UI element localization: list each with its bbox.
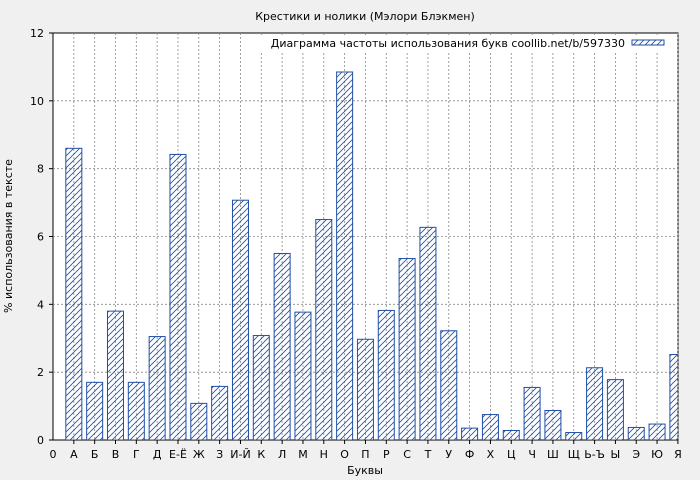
- bar-24: [544, 409, 562, 440]
- y-tick-label: 2: [37, 366, 44, 379]
- x-tick-label: Х: [487, 448, 495, 461]
- x-tick-label: Ь-Ъ: [584, 448, 605, 461]
- x-tick-label: М: [298, 448, 308, 461]
- bar-21: [481, 414, 499, 440]
- y-tick-label: 12: [30, 27, 44, 40]
- x-tick-label: Д: [153, 448, 162, 461]
- legend-label: Диаграмма частоты использования букв coo…: [271, 37, 625, 50]
- x-tick-label: Л: [278, 448, 286, 461]
- bar-7: [190, 402, 208, 440]
- x-tick-label: Ц: [507, 448, 516, 461]
- x-tick-label: Ж: [193, 448, 205, 461]
- bar-10: [252, 335, 270, 440]
- x-tick-label: А: [70, 448, 78, 461]
- bar-27: [606, 379, 624, 440]
- x-tick-label: Н: [320, 448, 328, 461]
- x-tick-label: В: [112, 448, 120, 461]
- bar-1: [65, 147, 83, 440]
- y-axis-label: % использования в тексте: [2, 159, 15, 313]
- x-tick-label: Б: [91, 448, 99, 461]
- y-tick-label: 6: [37, 231, 44, 244]
- y-tick-label: 8: [37, 163, 44, 176]
- x-tick-label: Е-Ё: [169, 448, 187, 461]
- x-axis-label: Буквы: [347, 464, 383, 477]
- bar-29: [648, 423, 666, 440]
- bar-15: [356, 338, 374, 440]
- bar-12: [294, 311, 312, 440]
- bar-9: [231, 199, 249, 440]
- x-tick-label: Ч: [528, 448, 536, 461]
- x-tick-label: Т: [424, 448, 432, 461]
- bars: [65, 71, 678, 440]
- y-tick-label: 0: [37, 434, 44, 447]
- x-tick-label: И-Й: [230, 448, 250, 461]
- bar-19: [440, 330, 458, 440]
- bar-30: [669, 354, 678, 440]
- x-tick-label: Ю: [651, 448, 663, 461]
- x-tick-label: Ф: [465, 448, 474, 461]
- x-tick-label: У: [445, 448, 452, 461]
- x-tick-label: Р: [383, 448, 390, 461]
- bar-4: [127, 381, 145, 440]
- bar-18: [419, 226, 437, 440]
- bar-17: [398, 258, 416, 440]
- bar-26: [586, 367, 604, 440]
- legend-background: [242, 35, 674, 51]
- bar-14: [336, 71, 354, 440]
- x-tick-label: Ш: [547, 448, 559, 461]
- legend: Диаграмма частоты использования букв coo…: [242, 35, 674, 51]
- y-tick-label: 4: [37, 298, 44, 311]
- legend-swatch: [631, 39, 665, 46]
- bar-13: [315, 219, 333, 440]
- x-tick-label: К: [257, 448, 265, 461]
- bar-11: [273, 252, 291, 440]
- x-tick-label: П: [361, 448, 369, 461]
- bar-16: [377, 309, 395, 440]
- bar-6: [169, 153, 187, 440]
- x-tick-label: С: [403, 448, 411, 461]
- bar-5: [148, 336, 166, 440]
- bar-3: [106, 310, 124, 440]
- bar-28: [627, 426, 645, 440]
- bar-8: [211, 385, 229, 440]
- x-tick-label: Я: [674, 448, 682, 461]
- x-axis-ticks: А Б В Г Д Е-Ё Ж З И-Й К Л М Н О П Р С Т У Ф Х Ц Ч Ш Щ Ь-Ъ Ы Э Ю Я: [70, 440, 682, 461]
- x-tick-label: Щ: [568, 448, 580, 461]
- chart-title: Крестики и нолики (Мэлори Блэкмен): [255, 10, 475, 23]
- bar-2: [86, 381, 104, 440]
- x-tick-label: З: [216, 448, 223, 461]
- y-axis-ticks: 0 2 4 6 8 10 12: [30, 27, 53, 447]
- x-tick-label: Э: [632, 448, 640, 461]
- x-origin-label: 0: [50, 448, 57, 461]
- y-tick-label: 10: [30, 95, 44, 108]
- bar-22: [502, 430, 520, 440]
- x-tick-label: Г: [133, 448, 140, 461]
- x-tick-label: О: [340, 448, 349, 461]
- bar-23: [523, 386, 541, 440]
- x-tick-label: Ы: [611, 448, 621, 461]
- bar-20: [461, 427, 479, 440]
- bar-25: [565, 432, 583, 440]
